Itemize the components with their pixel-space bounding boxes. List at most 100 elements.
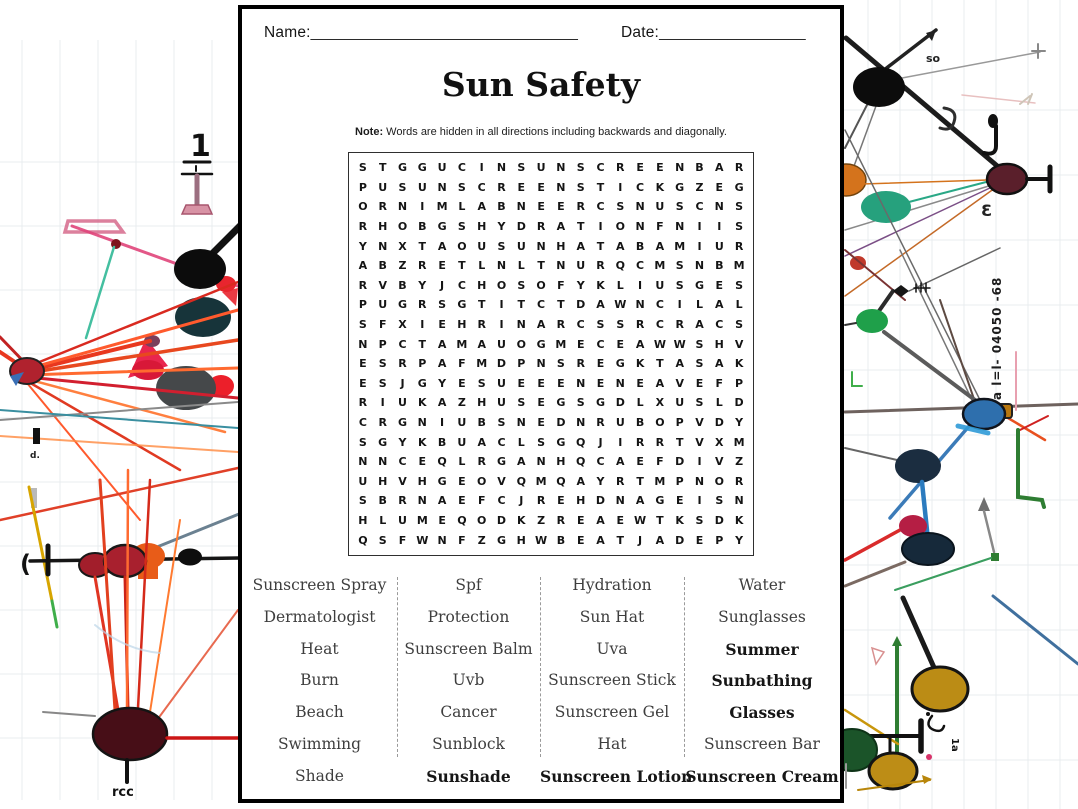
- grid-cell: A: [437, 239, 447, 253]
- grid-cell: S: [517, 278, 526, 292]
- grid-cell: H: [477, 396, 487, 410]
- grid-cell: W: [614, 298, 627, 312]
- page-title: Sun Safety: [441, 65, 641, 104]
- grid-cell: E: [557, 376, 565, 390]
- grid-cell: G: [457, 298, 467, 312]
- grid-cell: E: [438, 514, 446, 528]
- grid-cell: M: [456, 337, 468, 351]
- grid-cell: C: [537, 298, 546, 312]
- grid-cell: S: [358, 318, 367, 332]
- grid-cell: N: [437, 533, 447, 547]
- tiny-mark-glyph: d.: [30, 451, 40, 461]
- grid-cell: S: [675, 278, 684, 292]
- grid-cell: I: [638, 278, 643, 292]
- grid-cell: C: [477, 180, 486, 194]
- grid-cell: S: [517, 161, 526, 175]
- grid-cell: V: [497, 474, 506, 488]
- grid-cell: G: [437, 220, 447, 234]
- grid-cell: U: [497, 396, 506, 410]
- grid-cell: M: [654, 474, 666, 488]
- name-field: Name:_______________________________: [264, 24, 578, 42]
- grid-cell: M: [416, 514, 428, 528]
- grid-cell: M: [654, 259, 666, 273]
- grid-cell: F: [378, 318, 387, 332]
- grid-cell: E: [695, 533, 704, 547]
- grid-cell: W: [673, 337, 686, 351]
- grid-cell: D: [675, 455, 685, 469]
- grid-cell: Q: [358, 533, 368, 547]
- word-item: Sunscreen Stick: [548, 671, 676, 690]
- grid-cell: A: [437, 337, 447, 351]
- grid-cell: Z: [537, 514, 546, 528]
- grid-cell: A: [655, 239, 665, 253]
- grid-cell: T: [596, 239, 605, 253]
- grid-cell: O: [457, 239, 467, 253]
- grid-cell: U: [675, 396, 685, 410]
- grid-cell: D: [714, 514, 724, 528]
- grid-cell: H: [477, 278, 487, 292]
- grid-cell: A: [596, 514, 605, 528]
- grid-cell: Y: [596, 474, 605, 488]
- grid-cell: S: [517, 396, 526, 410]
- grid-cell: G: [556, 396, 566, 410]
- grid-cell: Q: [556, 474, 566, 488]
- grid-cell: C: [457, 161, 466, 175]
- grid-cell: N: [437, 180, 447, 194]
- grid-cell: N: [694, 474, 705, 488]
- grid-cell: E: [458, 376, 466, 390]
- grid-cell: Q: [576, 455, 586, 469]
- grid-cell: F: [398, 533, 407, 547]
- maroon-node: [985, 162, 1029, 196]
- grid-cell: R: [556, 514, 566, 528]
- grid-cell: T: [576, 220, 585, 234]
- word-item: Swimming: [277, 734, 362, 753]
- grid-cell: S: [616, 200, 625, 214]
- grid-cell: E: [596, 357, 605, 371]
- grid-cell: I: [717, 220, 722, 234]
- grid-cell: R: [536, 494, 546, 508]
- crimson-node: [102, 543, 148, 579]
- grid-cell: A: [576, 239, 585, 253]
- grid-cell: A: [655, 376, 665, 390]
- grid-cell: M: [535, 474, 547, 488]
- grid-cell: S: [695, 357, 704, 371]
- grid-cell: U: [497, 337, 506, 351]
- grid-cell: A: [477, 337, 486, 351]
- word-item: Uva: [596, 639, 628, 658]
- grid-cell: R: [477, 318, 486, 332]
- grid-cell: U: [714, 239, 724, 253]
- word-item: Protection: [427, 607, 510, 626]
- grid-cell: H: [556, 455, 566, 469]
- grid-cell: M: [674, 239, 686, 253]
- grid-cell: C: [636, 259, 645, 273]
- grid-cell: U: [516, 239, 526, 253]
- grid-cell: C: [596, 337, 605, 351]
- word-item: Uvb: [452, 671, 485, 690]
- grid-cell: D: [714, 416, 724, 430]
- grid-cell: N: [556, 180, 566, 194]
- grid-cell: S: [378, 376, 387, 390]
- grid-cell: A: [477, 435, 486, 449]
- grid-cell: D: [675, 533, 685, 547]
- grid-cell: G: [595, 396, 605, 410]
- grid-cell: N: [635, 220, 645, 234]
- grid-cell: E: [418, 455, 427, 469]
- grid-cell: G: [694, 278, 704, 292]
- grid-cell: J: [638, 533, 643, 547]
- grid-cell: E: [636, 161, 644, 175]
- grid-cell: R: [358, 278, 368, 292]
- grid-cell: U: [457, 435, 467, 449]
- note-text: Note: Words are hidden in all directions…: [242, 126, 840, 138]
- grid-cell: U: [358, 474, 368, 488]
- left-network-art: 1: [0, 129, 246, 800]
- grid-cell: K: [418, 396, 427, 410]
- grid-cell: N: [615, 376, 625, 390]
- grid-cell: A: [715, 298, 724, 312]
- column-divider: [397, 577, 398, 757]
- word-item: Sunscreen Cream: [685, 766, 839, 786]
- grid-cell: U: [497, 376, 506, 390]
- grid-cell: T: [636, 474, 644, 488]
- grid-cell: R: [734, 161, 744, 175]
- grid-cell: A: [635, 494, 645, 508]
